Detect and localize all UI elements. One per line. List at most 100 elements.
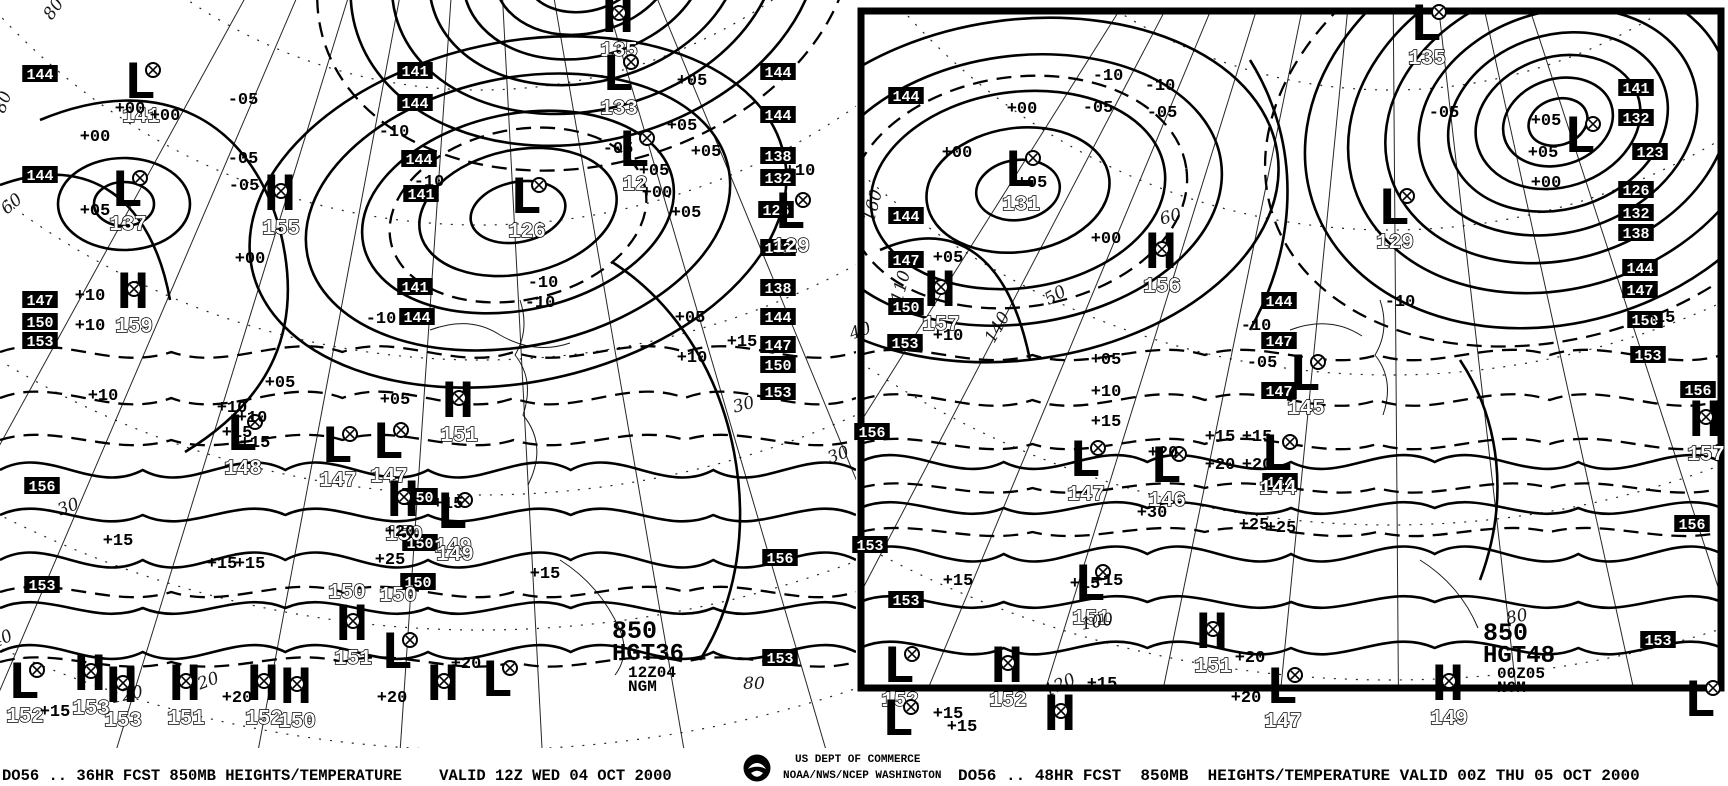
height-contour-box-label: 144	[401, 150, 437, 169]
height-value-label: 135	[1408, 48, 1446, 71]
temperature-label: +00	[1007, 100, 1038, 119]
svg-text:144: 144	[892, 89, 919, 106]
high-center-marker: H149	[1429, 656, 1468, 732]
svg-text:156: 156	[1684, 383, 1711, 400]
high-center-marker: H155	[261, 166, 300, 242]
height-value-label: 157	[1687, 444, 1725, 467]
height-contour-box-label: 150	[400, 573, 436, 592]
height-contour-box-label: 138	[760, 279, 796, 298]
agency-line2: NOAA/NWS/NCEP WASHINGTON	[783, 770, 941, 782]
temperature-label: -05	[1247, 354, 1278, 373]
svg-text:144: 144	[26, 67, 53, 84]
right-cycle-label: 00Z05	[1497, 665, 1545, 683]
temperature-label: -05	[1083, 99, 1114, 118]
height-contour-box-label: 138	[1618, 224, 1654, 243]
temperature-label: +20	[385, 523, 416, 542]
svg-text:144: 144	[26, 168, 53, 185]
svg-text:156: 156	[858, 425, 885, 442]
svg-text:150: 150	[764, 358, 791, 375]
high-center-marker: H	[427, 656, 459, 717]
height-value-label: 126	[508, 221, 546, 244]
svg-text:144: 144	[1626, 261, 1653, 278]
height-contour-box-label: 150	[402, 488, 438, 507]
height-contour-box-label: 132	[1618, 109, 1654, 128]
height-contour-box-label: 138	[760, 147, 796, 166]
svg-text:126: 126	[762, 203, 789, 220]
height-value-label: 152	[6, 706, 44, 729]
height-value-label: 149	[436, 544, 474, 567]
temperature-label: +05	[265, 374, 296, 393]
height-value-label: 149	[434, 536, 472, 559]
temperature-label: -10	[379, 123, 410, 142]
left-level-label: 850	[612, 617, 657, 646]
height-value-label: 153	[72, 698, 110, 721]
height-contour-box-label: 150	[402, 534, 438, 553]
high-center-marker: H159	[114, 264, 153, 340]
temperature-label: -05	[228, 91, 259, 110]
height-value-label: 149	[1430, 708, 1468, 731]
temperature-label: +10	[88, 387, 119, 406]
high-center-marker: H153	[71, 646, 110, 722]
temperature-label: -05	[1429, 104, 1460, 123]
high-center-marker: H151	[166, 656, 205, 732]
graticule-label: 30	[825, 442, 852, 468]
svg-text:153: 153	[856, 538, 883, 555]
height-contour-box-label: 132	[1618, 204, 1654, 223]
temperature-label: +10	[1091, 383, 1122, 402]
height-value-label: 152	[989, 690, 1027, 713]
graticule-label: 80	[0, 89, 16, 116]
height-contour-box-label: 147	[1261, 382, 1297, 401]
temperature-label: +20	[1205, 456, 1236, 475]
right-panel-border	[857, 7, 1725, 692]
height-contour-box-label: 153	[760, 383, 796, 402]
temperature-label: +15	[40, 703, 71, 722]
height-value-label: 150	[385, 524, 423, 547]
temperature-label: +15	[235, 555, 266, 574]
temperature-label: +20	[451, 655, 482, 674]
svg-text:141: 141	[1622, 81, 1649, 98]
height-value-label: 147	[319, 470, 357, 493]
left-panel-id-block: 850 HGT36 12Z04 NGM	[612, 617, 684, 696]
temperature-label: +05	[691, 143, 722, 162]
left-caption: DO56 .. 36HR FCST 850MB HEIGHTS/TEMPERAT…	[2, 767, 672, 785]
high-center-marker: H151	[1193, 604, 1232, 680]
svg-text:153: 153	[766, 651, 793, 668]
temperature-label: -10	[414, 173, 445, 192]
height-contour-box-label: 150	[760, 356, 796, 375]
low-center-marker: L12	[618, 122, 655, 198]
temperature-label: +25	[1266, 519, 1297, 538]
temperature-label: +15	[207, 555, 238, 574]
height-value-label: 159	[115, 316, 153, 339]
temperature-label: +10	[237, 409, 268, 428]
svg-text:150: 150	[26, 315, 53, 332]
right-product-label: HGT48	[1483, 643, 1555, 670]
svg-text:150: 150	[406, 536, 433, 553]
svg-text:138: 138	[764, 149, 791, 166]
temperature-label: +25	[375, 551, 406, 570]
height-contour-box-label: 132	[760, 169, 796, 188]
height-value-label: 153	[104, 710, 142, 733]
height-value-label: 151	[167, 708, 205, 731]
temperature-label: +05	[675, 309, 706, 328]
svg-text:147: 147	[26, 293, 53, 310]
height-value-label: 150	[278, 711, 316, 734]
svg-text:132: 132	[1622, 111, 1649, 128]
high-center-marker: H151	[333, 596, 372, 672]
svg-text:153: 153	[1634, 348, 1661, 365]
graticule-label: 80	[40, 0, 69, 24]
height-contour-box-label: 141	[403, 185, 439, 204]
svg-text:144: 144	[764, 65, 791, 82]
height-contour-box-label: 141	[397, 62, 433, 81]
svg-text:147: 147	[1265, 384, 1292, 401]
svg-text:144: 144	[403, 310, 430, 327]
right-level-label: 850	[1483, 619, 1528, 648]
right-model-label: NGM	[1497, 679, 1526, 697]
svg-text:138: 138	[1622, 226, 1649, 243]
